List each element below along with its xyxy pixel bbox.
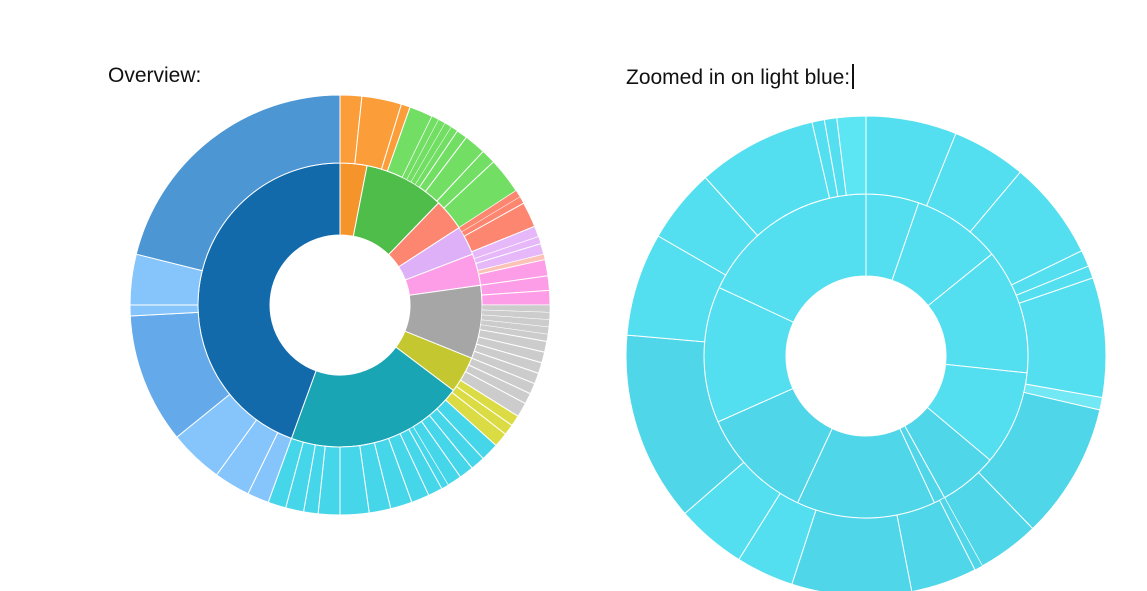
overview-sunburst [129,94,551,516]
overview-label: Overview: [108,64,202,87]
zoomed-label: Zoomed in on light blue: [626,64,855,90]
text-cursor [852,64,855,89]
zoomed-sunburst [625,115,1107,591]
overview-outer-segment[interactable] [135,94,341,272]
zoomed-outer-segment[interactable] [836,115,867,196]
